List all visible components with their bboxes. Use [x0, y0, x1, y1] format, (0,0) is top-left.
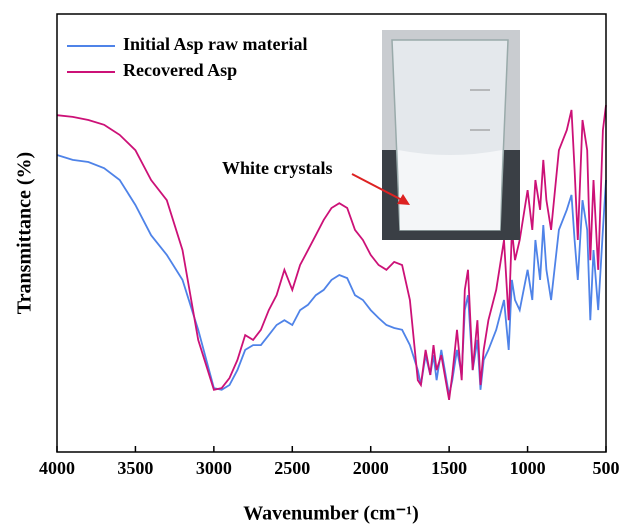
x-tick-label: 3000	[196, 458, 232, 478]
x-tick-label: 2000	[353, 458, 389, 478]
x-tick-label: 500	[593, 458, 620, 478]
annotation-arrow	[351, 173, 403, 201]
x-tick-label: 2500	[274, 458, 310, 478]
x-axis-label: Wavenumber (cm⁻¹)	[243, 503, 419, 525]
photo-inset	[382, 30, 520, 240]
series-line	[56, 154, 607, 396]
x-tick-label: 1000	[510, 458, 546, 478]
plot-frame	[56, 13, 607, 453]
annotation-arrowhead	[397, 194, 410, 205]
y-axis-label: Transmittance (%)	[14, 152, 36, 314]
legend-label: Recovered Asp	[123, 60, 237, 80]
series-line	[56, 104, 607, 401]
annotation: White crystals	[222, 158, 332, 178]
x-tick-label: 3500	[117, 458, 153, 478]
x-tick-label: 1500	[431, 458, 467, 478]
x-tick-label: 4000	[39, 458, 75, 478]
legend-label: Initial Asp raw material	[123, 34, 308, 54]
